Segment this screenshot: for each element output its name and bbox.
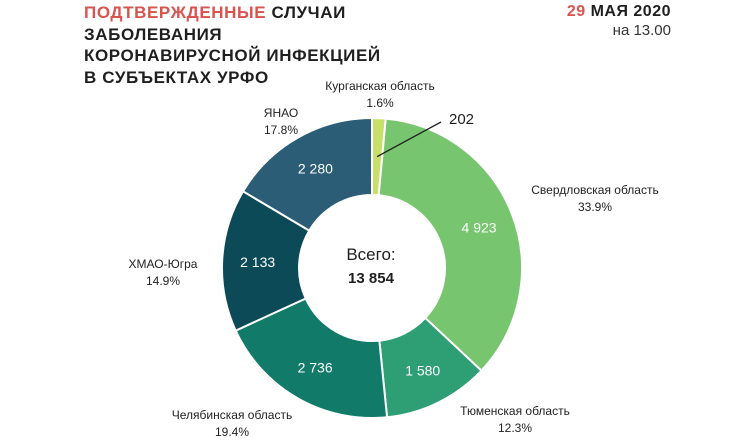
callout-leader-line	[376, 121, 442, 158]
category-percent-4: 19.4%	[215, 425, 249, 439]
title-line-2: ЗАБОЛЕВАНИЯ	[84, 24, 223, 44]
title-accent: ПОДТВЕРЖДЕННЫЕ	[84, 3, 267, 22]
slice-2	[377, 117, 523, 373]
title-line-3: КОРОНАВИРУСНОЙ ИНФЕКЦИЕЙ	[84, 46, 381, 65]
category-percent-5: 14.9%	[146, 274, 180, 288]
category-name-1: Курганская область	[325, 79, 434, 93]
category-percent-6: 17.8%	[264, 123, 298, 137]
category-name-2: Свердловская область	[531, 183, 658, 197]
title-line-4: В СУБЪЕКТАХ УРФО	[84, 67, 269, 87]
date-day: 29	[566, 3, 586, 20]
title-line-1: ПОДТВЕРЖДЕННЫЕ СЛУЧАИ	[84, 2, 381, 24]
slice-value-6: 2 280	[298, 160, 333, 176]
chart-title: ПОДТВЕРЖДЕННЫЕ СЛУЧАИ ЗАБОЛЕВАНИЯ КОРОНА…	[84, 2, 381, 88]
category-name-5: ХМАО-Югра	[129, 257, 198, 271]
slice-value-4: 2 736	[298, 359, 333, 375]
date-month-year: МАЯ 2020	[585, 3, 671, 20]
category-percent-2: 33.9%	[578, 200, 612, 214]
slice-4	[234, 297, 389, 419]
donut-slices	[221, 116, 523, 419]
slice-5	[221, 189, 311, 332]
category-name-6: ЯНАО	[264, 106, 298, 120]
slice-value-labels: 4 923 1 580 2 736 2 133 2 280	[240, 160, 497, 378]
callout-value-label: 202	[449, 111, 474, 128]
center-label: Всего:	[346, 245, 395, 264]
center-total: 13 854	[348, 270, 395, 287]
category-percent-1: 1.6%	[366, 96, 394, 110]
date-block: 29 МАЯ 2020 на 13.00	[567, 3, 671, 39]
slice-value-2: 4 923	[462, 219, 497, 235]
title-rest: СЛУЧАИ	[266, 3, 346, 22]
time-line: на 13.00	[612, 22, 671, 39]
category-percent-3: 12.3%	[498, 421, 532, 435]
slice-6	[241, 116, 373, 233]
slice-value-5: 2 133	[240, 254, 275, 270]
slice-value-3: 1 580	[405, 363, 440, 379]
category-labels: Курганская область 1.6% Свердловская облас…	[129, 79, 659, 439]
category-name-4: Челябинская область	[172, 408, 292, 422]
date-line: 29 МАЯ 2020	[567, 3, 671, 21]
category-name-3: Тюменская область	[460, 404, 570, 418]
